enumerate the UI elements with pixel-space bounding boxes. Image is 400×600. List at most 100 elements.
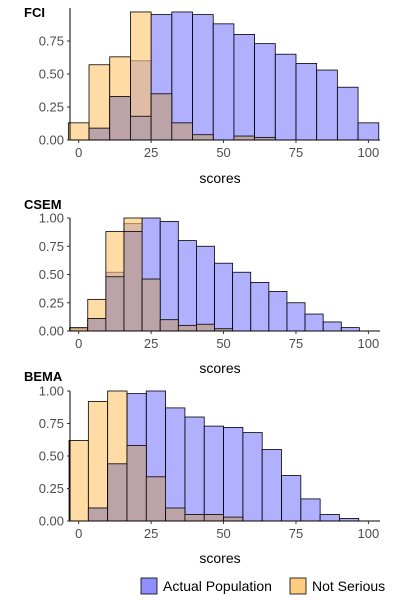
- bar-overlap: [105, 276, 125, 332]
- series-overlap: [88, 93, 276, 141]
- bar-actual-population: [177, 240, 197, 332]
- bar-overlap: [159, 319, 179, 332]
- panel-bema: BEMA 0.00 0.25 0.50 0.75 1.00 0 25 50 75 100 scores: [24, 369, 380, 566]
- x-tick-label: 25: [144, 336, 158, 351]
- bar-not-serious: [69, 327, 89, 332]
- bar-not-serious: [68, 439, 89, 522]
- panel-title: FCI: [24, 5, 45, 20]
- x-tick-label: 75: [289, 145, 303, 160]
- bar-overlap: [126, 445, 147, 522]
- y-tick-label: 0.75: [39, 239, 64, 254]
- y-tick-label: 0.00: [39, 514, 64, 529]
- legend-label-actual-population: Actual Population: [163, 578, 272, 594]
- bar-overlap: [130, 115, 152, 141]
- y-tick-label: 0.50: [39, 267, 64, 282]
- bar-actual-population: [195, 245, 215, 332]
- bar-actual-population: [171, 11, 193, 141]
- bar-actual-population: [281, 475, 302, 522]
- y-tick-label: 0.50: [39, 67, 64, 82]
- bar-actual-population: [295, 63, 318, 141]
- x-tick-label: 100: [358, 336, 380, 351]
- bar-actual-population: [357, 122, 380, 141]
- x-tick-label: 0: [75, 145, 82, 160]
- x-tick-label: 50: [216, 145, 230, 160]
- legend: Actual Population Not Serious: [140, 577, 385, 595]
- bar-actual-population: [254, 43, 276, 141]
- x-axis-title: scores: [199, 550, 240, 566]
- bar-not-serious: [67, 122, 90, 141]
- bar-actual-population: [212, 23, 235, 141]
- y-tick-label: 0.25: [39, 481, 64, 496]
- bar-overlap: [150, 93, 173, 141]
- bar-overlap: [141, 278, 161, 332]
- bar-actual-population: [304, 313, 324, 332]
- bar-actual-population: [242, 432, 263, 522]
- y-tick-label: 0.50: [39, 449, 64, 464]
- bar-overlap: [87, 507, 109, 522]
- bar-actual-population: [261, 449, 282, 522]
- y-tick-label: 0.00: [39, 324, 64, 339]
- y-tick-label: 0.75: [39, 34, 64, 49]
- panel-title: CSEM: [24, 197, 62, 212]
- y-tick-label: 1.00: [39, 211, 64, 226]
- x-tick-label: 25: [144, 145, 158, 160]
- bar-actual-population: [268, 291, 288, 332]
- bar-overlap: [171, 122, 193, 141]
- x-tick-label: 50: [216, 336, 230, 351]
- bar-overlap: [195, 323, 215, 332]
- x-tick-label: 100: [358, 526, 380, 541]
- y-tick-label: 0.25: [39, 295, 64, 310]
- y-tick-label: 0.00: [39, 133, 64, 148]
- bar-overlap: [165, 507, 186, 522]
- bar-actual-population: [232, 271, 252, 332]
- bar-actual-population: [203, 425, 224, 522]
- bar-overlap: [109, 96, 131, 141]
- legend-label-not-serious: Not Serious: [312, 578, 385, 594]
- panel-title: BEMA: [24, 369, 63, 384]
- x-tick-label: 75: [289, 526, 303, 541]
- x-tick-label: 50: [216, 526, 230, 541]
- legend-swatch-not-serious: [289, 577, 307, 595]
- x-tick-label: 100: [358, 145, 380, 160]
- y-tick-label: 0.75: [39, 416, 64, 431]
- bar-overlap: [88, 127, 111, 141]
- bar-actual-population: [316, 69, 338, 141]
- bar-actual-population: [233, 34, 255, 141]
- bar-overlap: [203, 514, 224, 522]
- bar-overlap: [87, 318, 107, 332]
- x-tick-label: 75: [289, 336, 303, 351]
- bar-actual-population: [300, 498, 321, 522]
- series-overlap: [87, 445, 244, 522]
- bar-actual-population: [184, 416, 205, 522]
- x-axis-title: scores: [199, 360, 240, 376]
- x-tick-label: 0: [75, 336, 82, 351]
- bar-actual-population: [159, 220, 179, 332]
- bar-overlap: [223, 516, 244, 522]
- series-overlap: [87, 231, 234, 332]
- bar-overlap: [192, 134, 214, 141]
- bar-actual-population: [336, 86, 359, 141]
- bar-overlap: [233, 135, 255, 141]
- bar-actual-population: [250, 282, 270, 332]
- bar-overlap: [107, 463, 128, 522]
- bar-overlap: [145, 476, 166, 522]
- bar-overlap: [177, 324, 197, 332]
- bar-actual-population: [192, 14, 214, 141]
- x-tick-label: 25: [144, 526, 158, 541]
- bar-actual-population: [274, 53, 297, 141]
- bar-overlap: [184, 514, 205, 522]
- legend-swatch-actual-population: [140, 577, 158, 595]
- bar-overlap: [123, 231, 143, 332]
- y-tick-label: 1.00: [39, 384, 64, 399]
- panel-csem: CSEM 0.00 0.25 0.50 0.75 1.00 0 25 50 75 100 scores: [24, 197, 380, 376]
- bar-actual-population: [286, 302, 306, 332]
- y-tick-label: 0.25: [39, 100, 64, 115]
- x-axis-title: scores: [199, 170, 240, 186]
- bar-actual-population: [214, 262, 234, 332]
- bar-actual-population: [319, 514, 340, 522]
- x-tick-label: 0: [75, 526, 82, 541]
- bar-actual-population: [322, 321, 342, 332]
- bar-actual-population: [223, 426, 244, 522]
